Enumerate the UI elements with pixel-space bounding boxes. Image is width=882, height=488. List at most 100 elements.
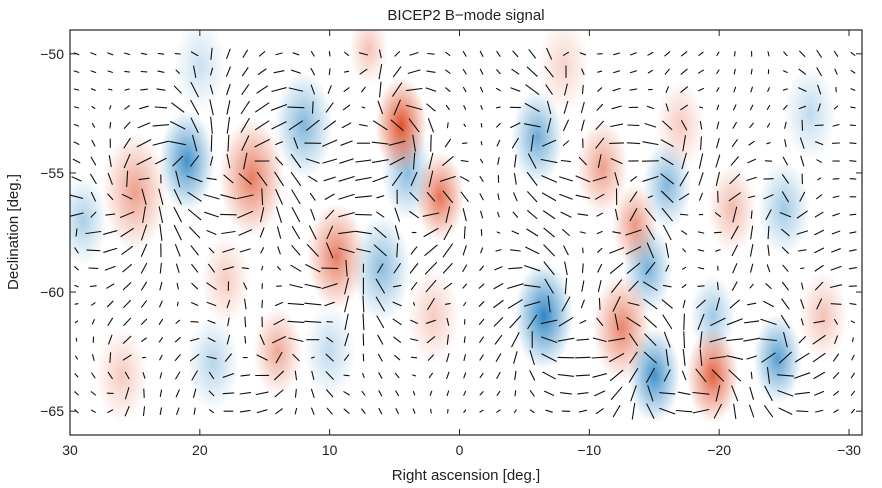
polarization-vector <box>210 47 213 60</box>
polarization-vector <box>321 283 338 290</box>
polarization-vector <box>91 372 96 379</box>
polarization-vector <box>849 160 857 162</box>
polarization-vector <box>276 226 282 239</box>
polarization-vector <box>541 336 558 343</box>
polarization-vector <box>378 390 383 397</box>
polarization-vector <box>480 247 484 254</box>
polarization-vector <box>428 170 434 188</box>
polarization-vector <box>542 210 556 220</box>
polarization-vector <box>429 390 433 396</box>
polarization-vector <box>749 404 755 418</box>
polarization-vector <box>159 372 163 379</box>
polarization-vector <box>665 242 670 258</box>
polarization-vector <box>642 175 659 182</box>
polarization-vector <box>174 337 181 343</box>
polarization-vector <box>121 245 133 255</box>
plot-frame <box>69 29 863 436</box>
polarization-vector <box>86 249 101 252</box>
polarization-vector <box>91 122 96 128</box>
polarization-vector <box>294 370 298 381</box>
polarization-vector <box>713 403 723 419</box>
polarization-vector <box>699 192 703 201</box>
x-tick-label: −30 <box>837 442 861 458</box>
polarization-vector <box>409 52 419 56</box>
polarization-vector <box>394 225 400 240</box>
polarization-vector <box>830 265 842 271</box>
polarization-vector <box>525 84 540 95</box>
polarization-vector <box>463 372 467 379</box>
polarization-vector <box>294 388 297 398</box>
polarization-vector <box>730 225 739 240</box>
polarization-vector <box>642 141 659 146</box>
polarization-vector <box>709 337 727 343</box>
polarization-vector <box>546 100 552 115</box>
polarization-vector <box>630 385 637 402</box>
polarization-vector <box>644 333 657 346</box>
polarization-vector <box>613 70 621 74</box>
polarization-vector <box>209 84 214 95</box>
polarization-vector <box>391 171 403 186</box>
polarization-vector <box>662 120 673 131</box>
polarization-vector <box>73 141 80 145</box>
x-axis-label: Right ascension [deg.] <box>392 467 540 484</box>
polarization-vector <box>610 386 623 400</box>
polarization-vector <box>559 392 572 395</box>
hot-spot <box>349 30 389 85</box>
polarization-vector <box>103 247 118 253</box>
polarization-vector <box>430 408 432 414</box>
polarization-vector <box>817 103 821 112</box>
polarization-vector <box>237 210 254 219</box>
polarization-vector <box>660 173 675 185</box>
polarization-vector <box>716 69 720 74</box>
polarization-vector <box>463 354 466 362</box>
polarization-vector <box>660 190 674 203</box>
polarization-vector <box>170 121 186 130</box>
polarization-vector <box>478 283 485 289</box>
polarization-vector <box>290 153 302 169</box>
polarization-vector <box>310 208 316 221</box>
polarization-vector <box>356 248 371 253</box>
polarization-vector <box>728 369 742 382</box>
polarization-vector <box>629 88 638 91</box>
polarization-vector <box>562 140 570 147</box>
polarization-vector <box>834 318 838 325</box>
polarization-vector <box>256 354 268 361</box>
polarization-vector <box>781 298 790 310</box>
polarization-vector <box>646 242 655 259</box>
polarization-vector <box>158 206 164 224</box>
polarization-vector <box>136 139 152 148</box>
polarization-vector <box>140 281 148 291</box>
polarization-vector <box>748 140 755 146</box>
polarization-vector <box>542 371 556 380</box>
polarization-vector <box>833 390 840 396</box>
polarization-vector <box>460 191 469 202</box>
polarization-vector <box>462 208 467 222</box>
polarization-vector <box>479 175 484 182</box>
polarization-vector <box>338 193 355 200</box>
polarization-vector <box>169 141 187 146</box>
polarization-vector <box>611 279 623 293</box>
polarization-vector <box>695 368 707 383</box>
polarization-vector <box>664 68 670 75</box>
polarization-vector <box>344 51 349 56</box>
polarization-vector <box>427 118 434 133</box>
polarization-vector <box>749 104 754 111</box>
polarization-vector <box>361 86 366 93</box>
polarization-vector <box>191 263 199 273</box>
polarization-vector <box>850 51 856 56</box>
polarization-vector <box>812 334 826 345</box>
polarization-vector <box>90 391 97 396</box>
polarization-vector <box>426 70 436 73</box>
polarization-vector <box>309 192 316 201</box>
polarization-vector <box>243 282 248 290</box>
polarization-vector <box>460 160 469 163</box>
polarization-vector <box>140 318 148 325</box>
polarization-vector <box>424 244 438 257</box>
polarization-vector <box>478 301 485 307</box>
polarization-vector <box>443 282 453 290</box>
hot-spot <box>375 77 428 173</box>
polarization-vector <box>275 408 283 415</box>
polarization-vector <box>325 371 334 380</box>
polarization-vector <box>851 354 855 361</box>
polarization-vector <box>514 370 517 381</box>
